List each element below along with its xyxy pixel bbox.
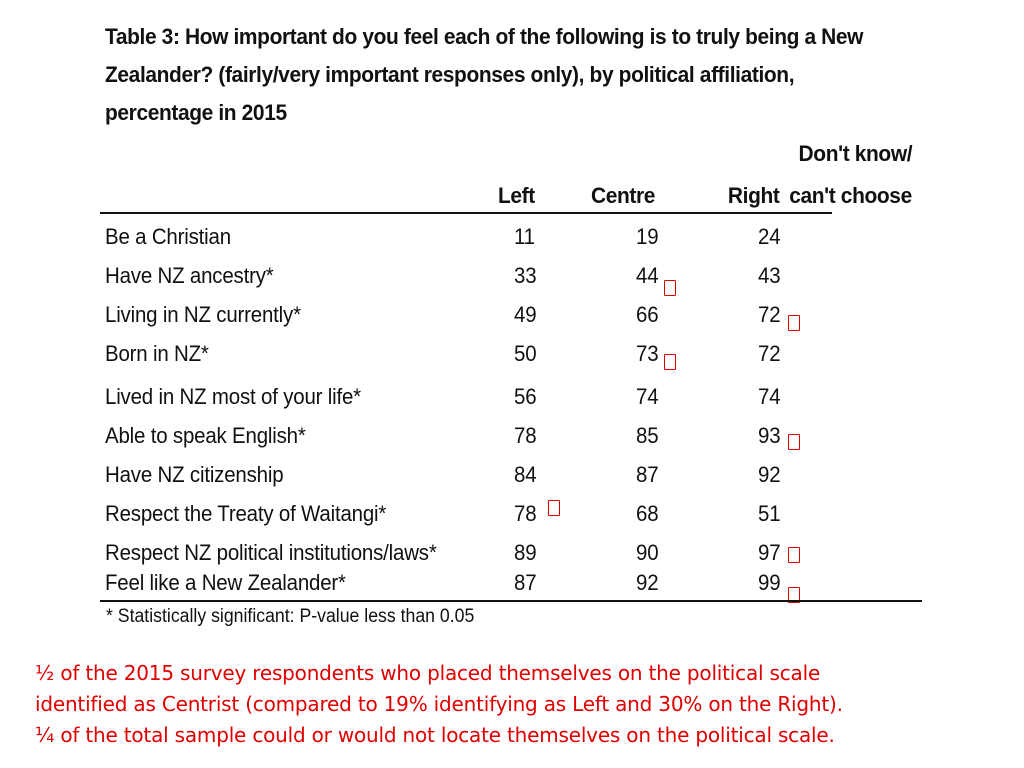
cell-right: 99 — [758, 570, 781, 595]
table-row: Lived in NZ most of your life* 56 74 74 — [0, 382, 1024, 412]
row-label: Respect the Treaty of Waitangi* — [105, 501, 387, 526]
col-header-left: Left — [498, 183, 535, 208]
col-header-centre: Centre — [591, 183, 656, 208]
cell-right: 93 — [758, 423, 781, 448]
cell-centre: 90 — [636, 540, 659, 565]
cell-left: 56 — [514, 384, 537, 409]
cell-left: 84 — [514, 462, 537, 487]
cell-centre: 44 — [636, 263, 659, 288]
cell-left: 89 — [514, 540, 537, 565]
cell-right: 97 — [758, 540, 781, 565]
cell-left: 78 — [514, 423, 537, 448]
col-header-right: Right — [727, 183, 779, 208]
col-header-dont-know-line1: Don't know/ — [798, 141, 912, 166]
cell-left: 78 — [514, 501, 537, 526]
cell-centre: 92 — [636, 570, 659, 595]
table-footnote: * Statistically significant: P-value les… — [106, 606, 475, 627]
row-label: Living in NZ currently* — [105, 302, 301, 327]
row-label: Be a Christian — [105, 224, 231, 249]
note-line-2: identified as Centrist (compared to 19% … — [35, 692, 843, 716]
row-label: Feel like a New Zealander* — [105, 570, 346, 595]
table-bottom-rule — [100, 600, 922, 602]
highlight-mark-icon — [548, 500, 560, 516]
cell-left: 87 — [514, 570, 537, 595]
table-row: Feel like a New Zealander* 87 92 99 — [0, 568, 1024, 598]
cell-centre: 87 — [636, 462, 659, 487]
cell-centre: 68 — [636, 501, 659, 526]
note-line-3: ¼ of the total sample could or would not… — [35, 723, 835, 747]
cell-right: 92 — [758, 462, 781, 487]
row-label: Have NZ ancestry* — [105, 263, 274, 288]
cell-left: 49 — [514, 302, 537, 327]
cell-centre: 73 — [636, 341, 659, 366]
cell-right: 72 — [758, 341, 781, 366]
cell-centre: 66 — [636, 302, 659, 327]
table-top-rule — [100, 212, 832, 214]
cell-right: 43 — [758, 263, 781, 288]
cell-centre: 19 — [636, 224, 659, 249]
cell-right: 72 — [758, 302, 781, 327]
table-row: Able to speak English* 78 85 93 — [0, 421, 1024, 451]
table-row: Respect NZ political institutions/laws* 8… — [0, 538, 1024, 568]
highlight-mark-icon — [788, 587, 800, 603]
row-label: Able to speak English* — [105, 423, 306, 448]
cell-left: 50 — [514, 341, 537, 366]
highlight-mark-icon — [664, 354, 676, 370]
table-row: Be a Christian 11 19 24 — [0, 222, 1024, 252]
row-label: Born in NZ* — [105, 341, 209, 366]
highlight-mark-icon — [788, 547, 800, 563]
table-row: Born in NZ* 50 73 72 — [0, 339, 1024, 369]
cell-right: 74 — [758, 384, 781, 409]
cell-right: 51 — [758, 501, 781, 526]
cell-centre: 74 — [636, 384, 659, 409]
highlight-mark-icon — [788, 434, 800, 450]
cell-left: 33 — [514, 263, 537, 288]
col-header-dont-know-line2: can't choose — [789, 183, 912, 208]
summary-notes: ½ of the 2015 survey respondents who pla… — [35, 658, 1015, 751]
table-row: Have NZ ancestry* 33 44 43 — [0, 261, 1024, 291]
cell-left: 11 — [514, 224, 535, 249]
cell-centre: 85 — [636, 423, 659, 448]
row-label: Have NZ citizenship — [105, 462, 284, 487]
table-row: Living in NZ currently* 49 66 72 — [0, 300, 1024, 330]
highlight-mark-icon — [664, 280, 676, 296]
table-title: Table 3: How important do you feel each … — [105, 24, 864, 125]
table-row: Have NZ citizenship 84 87 92 — [0, 460, 1024, 490]
cell-right: 24 — [758, 224, 781, 249]
row-label: Lived in NZ most of your life* — [105, 384, 361, 409]
table-row: Respect the Treaty of Waitangi* 78 68 51 — [0, 499, 1024, 529]
row-label: Respect NZ political institutions/laws* — [105, 540, 437, 565]
note-line-1: ½ of the 2015 survey respondents who pla… — [35, 661, 821, 685]
highlight-mark-icon — [788, 315, 800, 331]
